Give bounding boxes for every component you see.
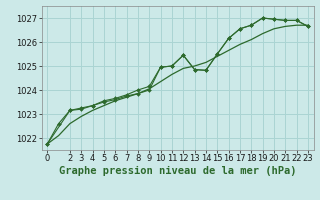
- X-axis label: Graphe pression niveau de la mer (hPa): Graphe pression niveau de la mer (hPa): [59, 166, 296, 176]
